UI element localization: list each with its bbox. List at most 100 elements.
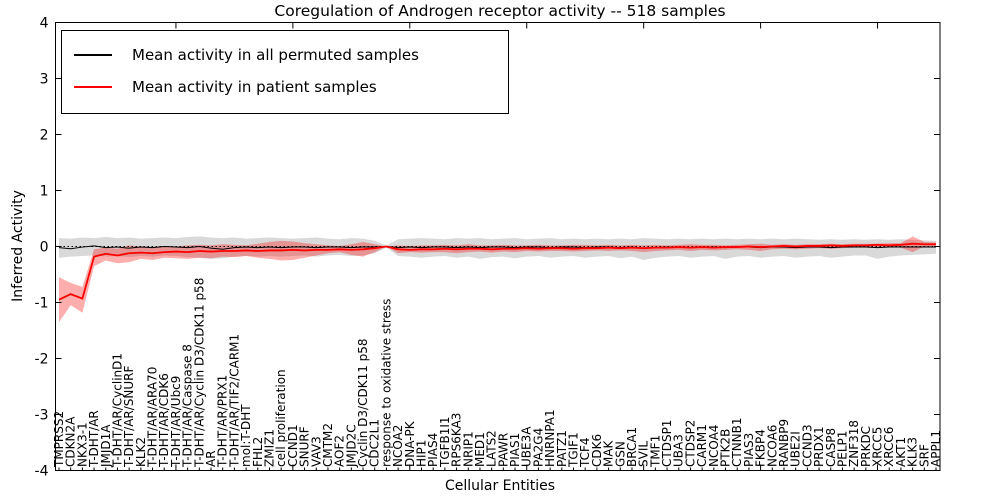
category-label: CCND3 <box>800 424 814 467</box>
category-label: VAV3 <box>309 436 323 467</box>
category-label: cell proliferation <box>274 369 288 467</box>
category-label: AKT1 <box>894 437 908 467</box>
category-label: KLK3 <box>906 437 920 467</box>
category-label: CTDSP2 <box>683 420 697 467</box>
category-label: PRDX1 <box>812 426 826 467</box>
category-label: T-DHT/AR/Caspase 8 <box>181 344 195 468</box>
category-label: NRIP1 <box>461 431 475 467</box>
y-tick-label: -2 <box>35 352 49 368</box>
category-label: PIAS4 <box>426 433 440 467</box>
category-label: T-DHT/AR/Cyclin D3/CDK11 p58 <box>192 278 206 468</box>
y-tick-label: 1 <box>40 184 49 200</box>
legend-line-patient-swatch <box>74 86 112 88</box>
category-label: NCOA6 <box>765 425 779 467</box>
category-label: XRCC6 <box>882 427 896 467</box>
category-label: T-DHT/AR/CDK6 <box>157 373 171 468</box>
category-label: CCND1 <box>286 424 300 467</box>
category-label: APPL1 <box>929 430 943 467</box>
category-label: GSN <box>613 441 627 467</box>
patient-line <box>58 242 936 301</box>
category-label: SVIL <box>637 441 651 467</box>
category-label: RANBP9 <box>777 419 791 467</box>
category-label: JMJD2C <box>344 424 358 468</box>
category-label: SNURF <box>298 426 312 467</box>
category-label: T-DHT/AR/PRX1 <box>216 375 230 468</box>
chart-title: Coregulation of Androgen receptor activi… <box>274 2 726 20</box>
category-label: AOF2 <box>333 435 347 467</box>
category-label: NCOA2 <box>391 425 405 467</box>
category-label: T-DHT/AR/ARA70 <box>146 367 160 468</box>
category-label: JMJD1A <box>99 424 113 468</box>
category-label: MED1 <box>473 432 487 467</box>
category-label: MAK <box>602 439 616 467</box>
y-tick-label: 4 <box>40 16 49 32</box>
permuted-line <box>58 245 936 250</box>
category-label: PAWR <box>496 433 510 467</box>
category-label: SRF <box>917 444 931 467</box>
legend-label-patient: Mean activity in patient samples <box>132 78 377 96</box>
x-axis-label: Cellular Entities <box>444 478 556 494</box>
category-label: TMF1 <box>648 435 662 468</box>
category-label: CTDSP1 <box>660 420 674 467</box>
patient-band <box>59 236 936 323</box>
category-label: TCF4 <box>578 437 592 468</box>
category-label: T-DHT/AR/SNURF <box>122 366 136 469</box>
category-label: T-DHT/AR/TIF2/CARM1 <box>227 334 241 468</box>
category-label: NKX3-1 <box>75 422 89 467</box>
category-label: CDC2L1 <box>368 419 382 467</box>
category-label: RPS6KA3 <box>450 413 464 467</box>
category-label: CDK6 <box>590 434 604 467</box>
category-label: HIP1 <box>414 440 428 467</box>
category-label: T-DHT/AR <box>87 410 101 468</box>
y-tick-label: -1 <box>35 296 49 312</box>
category-label: CDKN2A <box>64 416 78 467</box>
category-label: DNA-PK <box>403 420 417 467</box>
category-label: XRCC5 <box>871 427 885 467</box>
y-tick-label: 2 <box>40 128 49 144</box>
category-label: CASP8 <box>824 428 838 467</box>
category-label: UBE3A <box>520 426 534 467</box>
category-label: UBE2I <box>789 431 803 467</box>
category-label: Cyclin D3/CDK11 p58 <box>356 338 370 467</box>
category-label: CARM1 <box>695 424 709 467</box>
category-label: PIAS1 <box>508 433 522 467</box>
y-tick-label: 3 <box>40 72 49 88</box>
category-label: KLK2 <box>134 437 148 467</box>
y-tick-label: 0 <box>40 240 49 256</box>
category-label: FHL2 <box>251 437 265 467</box>
legend-entry-patient: Mean activity in patient samples <box>74 71 498 103</box>
legend: Mean activity in all permuted samples Me… <box>61 30 509 114</box>
category-label: PATZ1 <box>555 430 569 467</box>
legend-label-permuted: Mean activity in all permuted samples <box>132 46 419 64</box>
y-axis-label: Inferred Activity <box>10 190 26 302</box>
category-label: CTNNB1 <box>730 417 744 467</box>
category-label: T-DHT/AR/CyclinD1 <box>110 353 124 468</box>
category-label: LATS2 <box>485 430 499 467</box>
category-label: TMPRSS2 <box>52 411 66 468</box>
legend-line-permuted-swatch <box>74 54 112 56</box>
category-label: PRKDC <box>859 426 873 467</box>
legend-entry-permuted: Mean activity in all permuted samples <box>74 39 498 71</box>
category-label: T-DHT/AR/Ubc9 <box>169 376 183 468</box>
y-tick-label: -3 <box>35 408 49 424</box>
category-label: ZNF318 <box>847 420 861 467</box>
category-label: HNRNPA1 <box>543 409 557 467</box>
category-label: BRCA1 <box>625 427 639 467</box>
category-label: PELP1 <box>835 431 849 467</box>
category-label: mol:T-DHT <box>239 404 253 467</box>
category-label: TGIF1 <box>567 432 581 468</box>
category-label: FKBP4 <box>754 429 768 467</box>
category-label: PIAS3 <box>742 433 756 467</box>
category-label: AR <box>204 450 218 467</box>
category-label: UBA3 <box>672 434 686 467</box>
category-label: PTK2B <box>719 429 733 467</box>
category-label: PA2G4 <box>531 428 545 467</box>
category-label: NCOA4 <box>707 425 721 467</box>
y-tick-label: -4 <box>35 464 49 480</box>
category-label: CMTM2 <box>321 423 335 467</box>
category-label: TGFB1I1 <box>438 416 452 468</box>
category-label: response to oxidative stress <box>379 299 393 467</box>
category-label: ZMIZ1 <box>262 429 276 467</box>
